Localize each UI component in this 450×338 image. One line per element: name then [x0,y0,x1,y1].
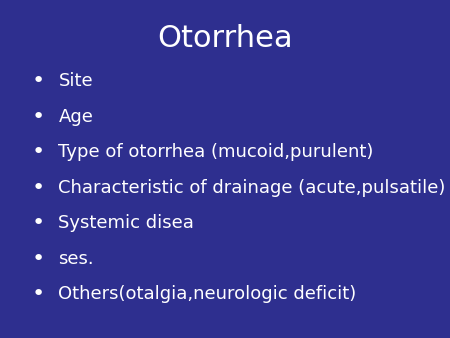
Text: Type of otorrhea (mucoid,purulent): Type of otorrhea (mucoid,purulent) [58,143,374,161]
Text: Characteristic of drainage (acute,pulsatile): Characteristic of drainage (acute,pulsat… [58,178,446,197]
Text: •: • [32,177,45,198]
Text: Systemic disea: Systemic disea [58,214,194,232]
Text: Otorrhea: Otorrhea [157,24,293,53]
Text: •: • [32,284,45,304]
Text: •: • [32,213,45,233]
Text: •: • [32,142,45,162]
Text: ses.: ses. [58,249,94,268]
Text: Age: Age [58,107,94,126]
Text: •: • [32,248,45,269]
Text: Others(otalgia,neurologic deficit): Others(otalgia,neurologic deficit) [58,285,357,303]
Text: Site: Site [58,72,93,90]
Text: •: • [32,71,45,91]
Text: •: • [32,106,45,127]
